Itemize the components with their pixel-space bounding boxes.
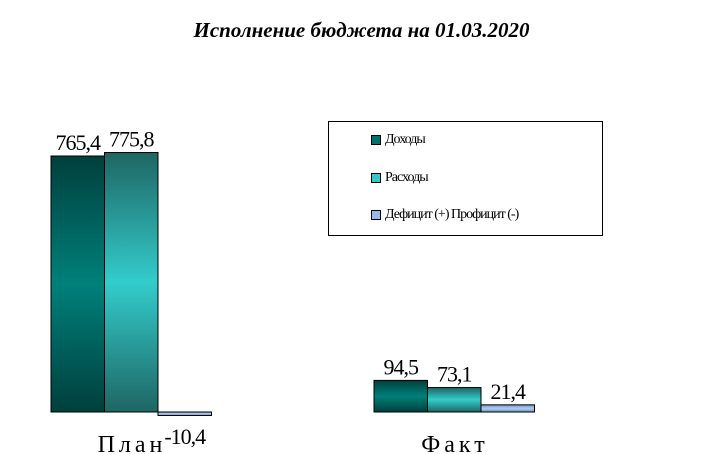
- bar-2-1: [480, 404, 535, 413]
- legend-label-deficit: Дефицит (+) Профицит (-): [385, 207, 519, 222]
- category-label-fact: Факт: [421, 432, 488, 454]
- legend: Доходы Расходы Дефицит (+) Профицит (-): [328, 121, 603, 236]
- legend-item-income: Доходы: [371, 132, 426, 148]
- bar-1-1: [427, 387, 482, 413]
- category-label-plan: План: [98, 432, 167, 454]
- legend-swatch-expenses: [371, 173, 381, 183]
- legend-swatch-income: [371, 135, 381, 145]
- legend-label-expenses: Расходы: [385, 170, 429, 185]
- legend-swatch-deficit: [371, 210, 381, 220]
- chart-title: Исполнение бюджета на 01.03.2020: [193, 18, 530, 42]
- data-label-2-0: -10,4: [164, 424, 206, 449]
- legend-label-income: Доходы: [385, 132, 426, 147]
- data-label-0-0: 765,4: [56, 130, 102, 155]
- data-label-1-1: 73,1: [437, 362, 472, 387]
- data-label-0-1: 94,5: [384, 354, 420, 379]
- bar-1-0: [104, 152, 159, 413]
- legend-item-expenses: Расходы: [371, 170, 429, 186]
- data-label-1-0: 775,8: [109, 127, 155, 152]
- bar-0-1: [373, 379, 428, 413]
- bar-0-0: [50, 155, 105, 413]
- data-label-2-1: 21,4: [491, 379, 527, 404]
- bar-2-0: [157, 411, 212, 416]
- legend-item-deficit: Дефицит (+) Профицит (-): [371, 207, 519, 223]
